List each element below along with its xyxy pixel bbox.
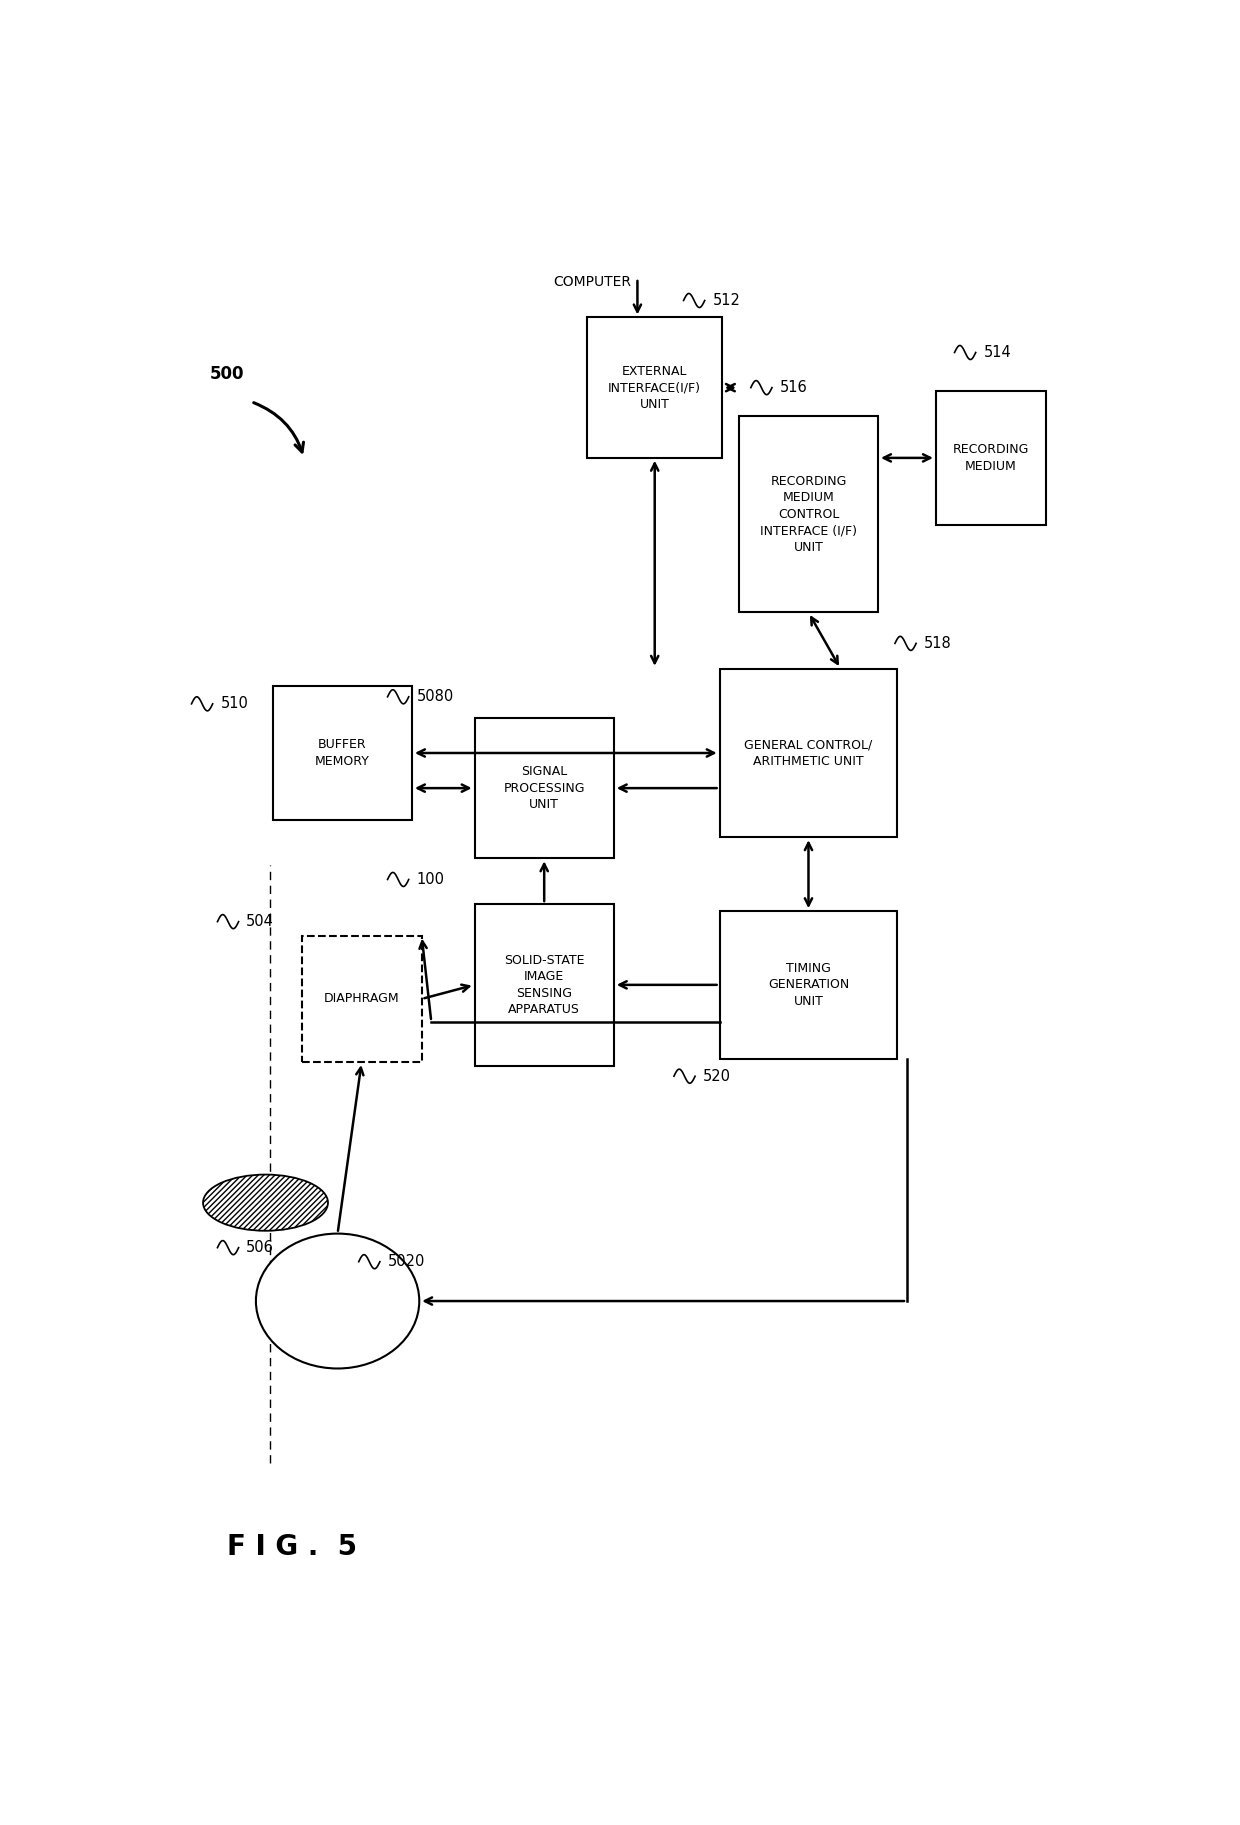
Text: DIAPHRAGM: DIAPHRAGM	[324, 993, 399, 1006]
FancyBboxPatch shape	[301, 936, 422, 1062]
FancyBboxPatch shape	[588, 318, 722, 458]
Text: 5020: 5020	[388, 1254, 425, 1268]
Text: 516: 516	[780, 380, 807, 396]
Text: 100: 100	[417, 872, 444, 887]
Ellipse shape	[255, 1234, 419, 1369]
FancyBboxPatch shape	[936, 391, 1047, 524]
FancyBboxPatch shape	[739, 416, 878, 613]
Text: TIMING
GENERATION
UNIT: TIMING GENERATION UNIT	[768, 962, 849, 1007]
Text: SIGNAL
PROCESSING
UNIT: SIGNAL PROCESSING UNIT	[503, 765, 585, 810]
FancyBboxPatch shape	[475, 717, 614, 858]
Text: SOLID-STATE
IMAGE
SENSING
APPARATUS: SOLID-STATE IMAGE SENSING APPARATUS	[503, 954, 584, 1017]
Text: RECORDING
MEDIUM
CONTROL
INTERFACE (I/F)
UNIT: RECORDING MEDIUM CONTROL INTERFACE (I/F)…	[760, 474, 857, 553]
Text: RECORDING
MEDIUM: RECORDING MEDIUM	[952, 443, 1029, 473]
Text: 504: 504	[247, 914, 274, 929]
FancyBboxPatch shape	[273, 686, 412, 819]
Text: GENERAL CONTROL/
ARITHMETIC UNIT: GENERAL CONTROL/ ARITHMETIC UNIT	[744, 739, 873, 768]
FancyBboxPatch shape	[475, 903, 614, 1066]
Text: 506: 506	[247, 1241, 274, 1256]
Text: F I G .  5: F I G . 5	[227, 1533, 357, 1560]
Text: COMPUTER: COMPUTER	[553, 276, 631, 288]
FancyBboxPatch shape	[719, 911, 898, 1058]
Text: BUFFER
MEMORY: BUFFER MEMORY	[315, 739, 370, 768]
Ellipse shape	[203, 1175, 327, 1230]
FancyBboxPatch shape	[719, 668, 898, 838]
Text: EXTERNAL
INTERFACE(I/F)
UNIT: EXTERNAL INTERFACE(I/F) UNIT	[609, 365, 702, 411]
Text: 500: 500	[210, 365, 244, 383]
Text: 518: 518	[924, 635, 951, 652]
Text: 520: 520	[703, 1069, 730, 1084]
Text: 512: 512	[712, 294, 740, 308]
Text: 514: 514	[983, 345, 1011, 360]
Text: 510: 510	[221, 697, 248, 712]
Text: 5080: 5080	[417, 690, 454, 704]
